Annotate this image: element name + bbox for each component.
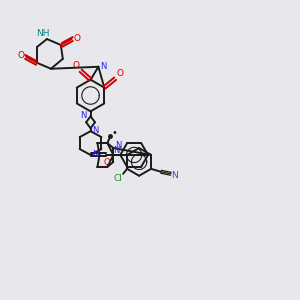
Text: Cl: Cl bbox=[114, 174, 123, 183]
Text: N: N bbox=[92, 151, 99, 160]
Text: N: N bbox=[100, 62, 106, 71]
Text: O: O bbox=[117, 69, 124, 78]
Text: N: N bbox=[115, 140, 122, 149]
Text: NH: NH bbox=[36, 28, 50, 38]
Text: O: O bbox=[72, 61, 79, 70]
Text: N: N bbox=[172, 171, 178, 180]
Text: O: O bbox=[103, 158, 110, 167]
Text: O: O bbox=[18, 51, 25, 60]
Text: N: N bbox=[113, 146, 119, 155]
Text: N: N bbox=[92, 126, 99, 135]
Text: O: O bbox=[73, 34, 80, 43]
Text: •: • bbox=[111, 128, 117, 138]
Text: N: N bbox=[80, 111, 87, 120]
